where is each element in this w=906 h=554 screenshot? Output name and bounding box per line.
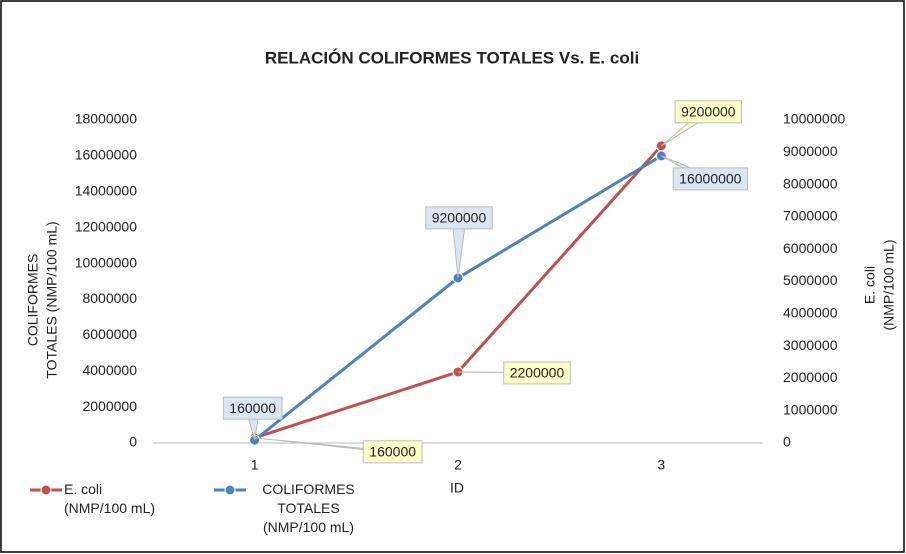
data-label-text: 16000000: [679, 171, 742, 187]
y-tick-label: 6000000: [82, 326, 137, 342]
y-axis-title: COLIFORMES TOTALES (NMP/100 mL): [25, 221, 60, 378]
legend-label: COLIFORMES TOTALES (NMP/100 mL): [262, 481, 355, 535]
y-tick-label: 0: [129, 434, 137, 450]
y-axis-title-line: TOTALES (NMP/100 mL): [44, 221, 60, 378]
y2-tick-label: 6000000: [783, 240, 838, 256]
y2-tick-label: 2000000: [783, 369, 838, 385]
data-label-box: [674, 100, 743, 124]
data-label-box: [425, 206, 493, 230]
y2-tick-label: 7000000: [783, 208, 838, 224]
y2-axis-title: E. coli (NMP/100 mL): [862, 239, 897, 330]
data-label: 9200000: [425, 206, 493, 278]
data-label: 2200000: [457, 361, 571, 385]
legend-label: E. coli (NMP/100 mL): [64, 481, 156, 516]
legend-swatch-marker: [40, 484, 52, 496]
data-label-text: 9200000: [681, 104, 736, 120]
data-label-text: 9200000: [432, 210, 487, 226]
y2-tick-label: 8000000: [783, 175, 838, 191]
y2-tick-label: 4000000: [783, 305, 838, 321]
y2-tick-label: 3000000: [783, 337, 838, 353]
x-tick-label: 1: [251, 457, 259, 473]
x-tick-label: 3: [657, 457, 665, 473]
x-axis-title: ID: [450, 480, 464, 496]
data-label: 160000: [254, 437, 423, 464]
data-label-box: [362, 440, 423, 464]
y2-axis-title-line: E. coli: [862, 266, 878, 304]
data-label-box: [503, 361, 571, 385]
chart-title: RELACIÓN COLIFORMES TOTALES Vs. E. coli: [265, 48, 639, 67]
y-tick-label: 16000000: [75, 147, 138, 163]
data-label-box: [222, 396, 283, 420]
data-label-text: 160000: [229, 400, 276, 416]
y2-tick-label: 0: [783, 434, 791, 450]
y-tick-label: 4000000: [82, 362, 137, 378]
y2-tick-label: 1000000: [783, 401, 838, 417]
data-label-text: 2200000: [510, 365, 565, 381]
legend-swatch-marker: [224, 484, 236, 496]
y-tick-label: 8000000: [82, 290, 137, 306]
y-tick-label: 10000000: [75, 254, 138, 270]
data-label: 16000000: [661, 155, 748, 191]
y-tick-label: 14000000: [75, 182, 138, 198]
y2-tick-label: 5000000: [783, 272, 838, 288]
y-tick-label: 2000000: [82, 398, 137, 414]
x-tick-label: 2: [454, 457, 462, 473]
y-tick-label: 12000000: [75, 218, 138, 234]
y2-axis-title-line: (NMP/100 mL): [881, 239, 897, 330]
y2-tick-label: 10000000: [783, 111, 846, 127]
data-label-text: 160000: [369, 444, 416, 460]
y2-tick-label: 9000000: [783, 143, 838, 159]
data-label: 160000: [222, 396, 283, 441]
y-axis-title-line: COLIFORMES: [25, 254, 41, 347]
y-tick-label: 18000000: [75, 111, 138, 127]
data-label: 9200000: [661, 100, 743, 147]
data-label-box: [672, 167, 748, 191]
